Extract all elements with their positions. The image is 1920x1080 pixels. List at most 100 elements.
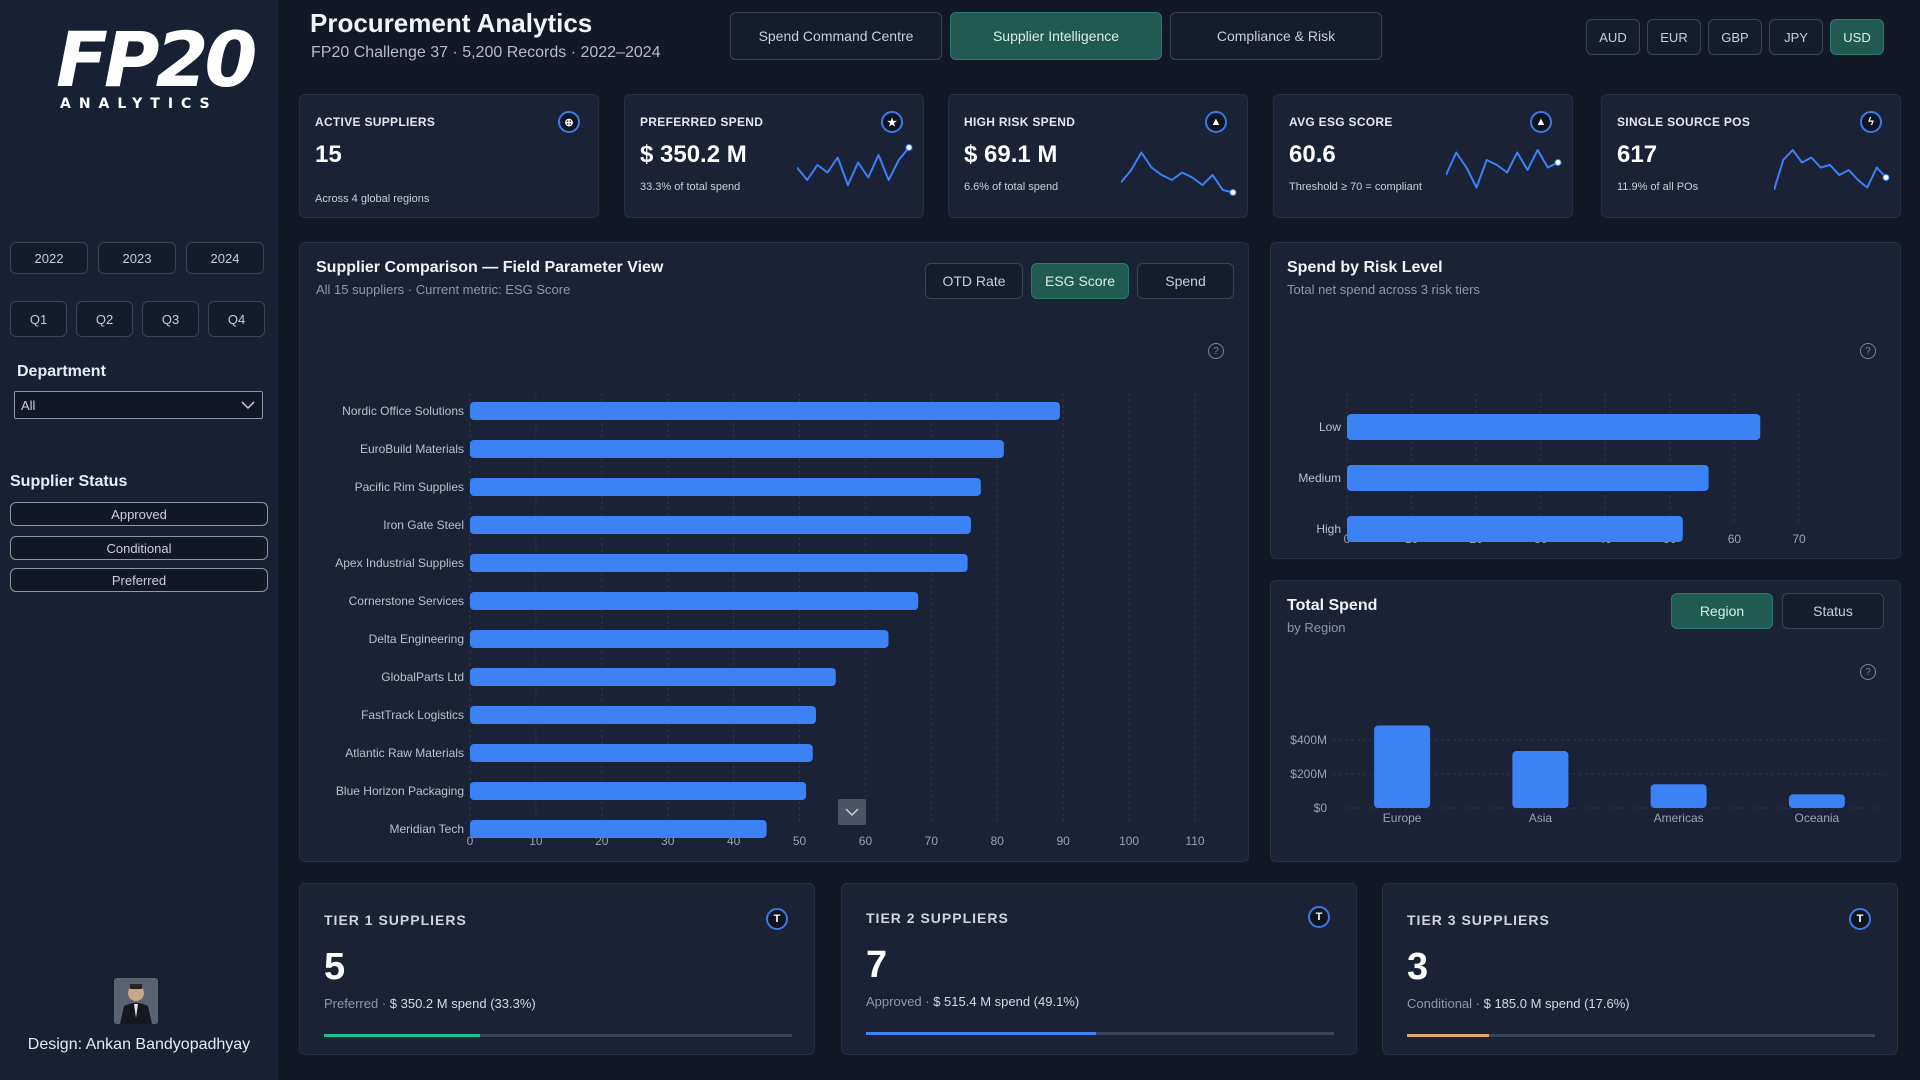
bar[interactable] [1512, 751, 1569, 808]
bar[interactable] [1650, 784, 1707, 808]
tier-1-card: TIER 1 SUPPLIERS T 5 Preferred · $ 350.2… [299, 883, 815, 1055]
tier-value: 5 [324, 946, 346, 988]
scroll-down-button[interactable] [838, 799, 866, 825]
person-icon [114, 978, 158, 1024]
preferred-spend-sparkline [797, 144, 913, 186]
help-icon[interactable]: ? [1860, 343, 1876, 359]
bar[interactable] [470, 554, 968, 572]
category-label: Low [1319, 420, 1341, 434]
tab-supplier-intelligence[interactable]: Supplier Intelligence [950, 12, 1162, 60]
category-label: Medium [1298, 471, 1341, 485]
metric-otd-rate-button[interactable]: OTD Rate [925, 263, 1023, 299]
metric-spend-button[interactable]: Spend [1137, 263, 1234, 299]
tier-status: Conditional [1407, 996, 1473, 1011]
bar[interactable] [1347, 414, 1761, 440]
kpi-card-high-risk-spend: HIGH RISK SPEND $ 69.1 M 6.6% of total s… [948, 94, 1248, 218]
region-spend-bar-chart: $0 $200M $400M Europe Asia Americas Oceania [1290, 725, 1886, 825]
sparkline-endpoint [905, 144, 913, 151]
high-risk-spend-sparkline [1121, 151, 1237, 196]
status-filter-conditional[interactable]: Conditional [10, 536, 268, 560]
bar[interactable] [470, 630, 889, 648]
bar[interactable] [470, 820, 767, 838]
help-icon[interactable]: ? [1208, 343, 1224, 359]
category-label: Americas [1654, 811, 1704, 825]
currency-gbp[interactable]: GBP [1708, 19, 1762, 55]
kpi-note: 33.3% of total spend [640, 181, 741, 193]
year-chip-2024[interactable]: 2024 [186, 242, 264, 274]
tier-icon: T [1849, 908, 1871, 930]
bar[interactable] [1788, 794, 1845, 808]
quarter-chip-q2[interactable]: Q2 [76, 301, 133, 337]
bar[interactable] [470, 402, 1060, 420]
quarter-chip-q3[interactable]: Q3 [142, 301, 199, 337]
toggle-region-button[interactable]: Region [1671, 593, 1773, 629]
currency-jpy[interactable]: JPY [1769, 19, 1823, 55]
tier-share-track [866, 1032, 1334, 1035]
tier-3-card: TIER 3 SUPPLIERS T 3 Conditional · $ 185… [1382, 883, 1898, 1055]
esg-score-sparkline [1446, 149, 1562, 189]
category-label: Blue Horizon Packaging [336, 784, 464, 798]
year-chip-2023[interactable]: 2023 [98, 242, 176, 274]
risk-level-bar-chart: 010203040506070LowMediumHigh [1298, 393, 1806, 546]
designer-avatar [114, 978, 158, 1024]
bar[interactable] [470, 744, 813, 762]
tier-share-fill [1407, 1034, 1490, 1037]
bar[interactable] [470, 668, 836, 686]
sidebar: FP20 ANALYTICS 2022 2023 2024 Q1 Q2 Q3 Q… [0, 0, 278, 1080]
category-label: FastTrack Logistics [361, 708, 464, 722]
x-tick-label: 70 [1792, 532, 1806, 546]
kpi-label: ACTIVE SUPPLIERS [315, 115, 436, 129]
kpi-value: $ 69.1 M [964, 141, 1058, 168]
bar[interactable] [1374, 725, 1431, 808]
panel-title: Spend by Risk Level [1287, 259, 1443, 276]
x-tick-label: 60 [1728, 532, 1742, 546]
x-tick-label: 100 [1119, 834, 1139, 848]
help-icon[interactable]: ? [1860, 664, 1876, 680]
kpi-label: AVG ESG SCORE [1289, 115, 1393, 129]
category-label: Meridian Tech [390, 822, 464, 836]
bar[interactable] [470, 782, 807, 800]
bar[interactable] [470, 592, 919, 610]
y-tick-label: $0 [1314, 801, 1328, 815]
bar[interactable] [470, 440, 1004, 458]
tab-spend-command-centre[interactable]: Spend Command Centre [730, 12, 942, 60]
year-chip-2022[interactable]: 2022 [10, 242, 88, 274]
sparkline-endpoint [1229, 189, 1237, 196]
status-filter-approved[interactable]: Approved [10, 502, 268, 526]
sparkline-endpoint [1882, 174, 1890, 181]
bar[interactable] [470, 516, 971, 534]
category-label: EuroBuild Materials [360, 442, 464, 456]
currency-usd[interactable]: USD [1830, 19, 1884, 55]
tab-compliance-risk[interactable]: Compliance & Risk [1170, 12, 1382, 60]
kpi-value: 60.6 [1289, 141, 1336, 168]
kpi-note: 11.9% of all POs [1617, 181, 1699, 193]
bar[interactable] [1347, 516, 1683, 542]
currency-aud[interactable]: AUD [1586, 19, 1640, 55]
currency-eur[interactable]: EUR [1647, 19, 1701, 55]
tier-label: TIER 1 SUPPLIERS [324, 912, 467, 928]
tier-icon: T [1308, 906, 1330, 928]
kpi-card-preferred-spend: PREFERRED SPEND $ 350.2 M 33.3% of total… [624, 94, 924, 218]
bar[interactable] [470, 478, 981, 496]
category-label: Delta Engineering [369, 632, 464, 646]
warning-icon: ▲ [1205, 111, 1227, 133]
toggle-status-button[interactable]: Status [1782, 593, 1884, 629]
department-dropdown[interactable]: All [14, 391, 263, 419]
page-title: Procurement Analytics [310, 8, 593, 38]
supplier-status-heading: Supplier Status [10, 473, 128, 490]
status-filter-preferred[interactable]: Preferred [10, 568, 268, 592]
total-spend-panel: Total Spend by Region Region Status ? $0… [1270, 580, 1901, 862]
category-label: High [1316, 522, 1341, 536]
tier-detail: $ 350.2 M spend (33.3%) [389, 996, 536, 1011]
sparkline-path [1774, 149, 1887, 191]
kpi-card-active-suppliers: ACTIVE SUPPLIERS 15 Across 4 global regi… [299, 94, 599, 218]
x-tick-label: 70 [925, 834, 939, 848]
panel-subtitle: by Region [1287, 620, 1346, 635]
bar[interactable] [1347, 465, 1709, 491]
quarter-chip-q1[interactable]: Q1 [10, 301, 67, 337]
quarter-chip-q4[interactable]: Q4 [208, 301, 265, 337]
metric-esg-score-button[interactable]: ESG Score [1031, 263, 1129, 299]
category-label: Asia [1529, 811, 1553, 825]
bar[interactable] [470, 706, 817, 724]
x-tick-label: 60 [859, 834, 873, 848]
